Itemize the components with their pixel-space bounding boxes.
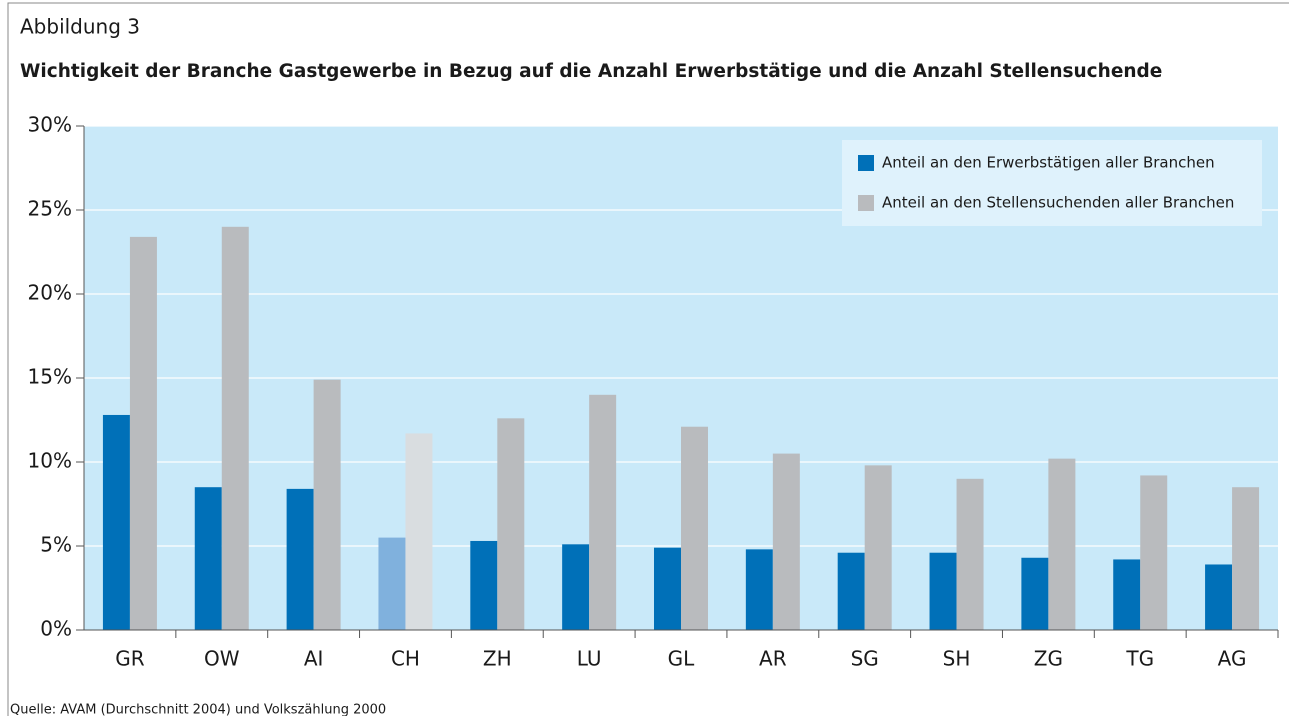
frame	[7, 2, 1289, 716]
source: Quelle: AVAM (Durchschnitt 2004) und Vol…	[10, 703, 386, 716]
y-tick-label: 10%	[28, 449, 72, 473]
bar	[772, 453, 800, 630]
legend-label: Anteil an den Stellensuchenden aller Bra…	[882, 194, 1234, 212]
bar	[681, 426, 708, 630]
y-tick-label: 20%	[28, 281, 72, 305]
y-tick-label: 30%	[28, 113, 72, 137]
x-tick-label: ZH	[483, 647, 512, 671]
x-tick-label: SH	[943, 647, 971, 671]
x-tick-label: GR	[115, 647, 144, 671]
bar	[1113, 559, 1141, 630]
x-tick-label: AG	[1218, 647, 1247, 671]
bar	[1232, 487, 1260, 630]
bar	[864, 465, 892, 630]
y-tick-label: 25%	[28, 197, 72, 221]
legend-swatch	[858, 155, 874, 171]
y-tick-label: 0%	[40, 617, 72, 641]
bar	[1140, 475, 1168, 630]
legend-label: Anteil an den Erwerbstätigen aller Branc…	[882, 154, 1215, 172]
x-tick-label: LU	[577, 647, 602, 671]
x-tick-label: ZG	[1034, 647, 1063, 671]
bar	[1205, 564, 1233, 630]
x-tick-label: SG	[851, 647, 879, 671]
figure-label: Abbildung 3	[20, 15, 140, 39]
bar	[1021, 557, 1049, 630]
bar	[129, 236, 157, 630]
x-tick-label: CH	[391, 647, 420, 671]
legend-box	[842, 140, 1262, 226]
bar	[745, 549, 773, 630]
bar	[956, 478, 984, 630]
y-tick-label: 15%	[28, 365, 72, 389]
bar	[1048, 458, 1076, 630]
chart-title: Wichtigkeit der Branche Gastgewerbe in B…	[20, 61, 1162, 82]
x-tick-label: TG	[1125, 647, 1154, 671]
bar	[497, 418, 525, 630]
x-tick-label: AR	[759, 647, 787, 671]
bar	[221, 226, 249, 631]
bar	[286, 488, 314, 630]
x-tick-label: GL	[668, 647, 695, 671]
bar	[562, 544, 590, 630]
y-tick-label: 5%	[40, 533, 72, 557]
bar	[102, 414, 130, 630]
bar	[654, 547, 681, 630]
bar	[405, 433, 433, 630]
bar	[313, 379, 341, 630]
x-tick-label: AI	[304, 647, 324, 671]
bar	[470, 540, 498, 630]
bar	[194, 487, 222, 630]
bar	[589, 394, 617, 630]
bar	[929, 552, 957, 630]
bar	[378, 537, 406, 630]
bar	[837, 552, 865, 630]
legend-swatch	[858, 195, 874, 211]
x-tick-label: OW	[204, 647, 240, 671]
